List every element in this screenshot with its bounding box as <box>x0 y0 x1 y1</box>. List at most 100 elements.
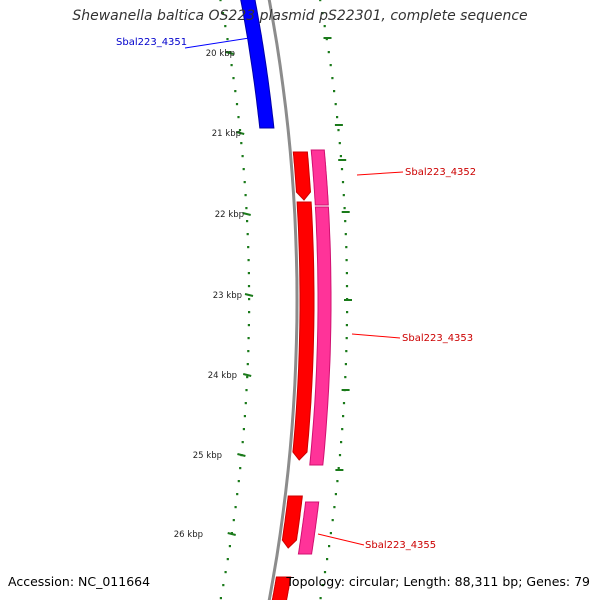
gc-dot <box>321 584 324 587</box>
gc-dot <box>248 298 251 301</box>
gene-label-sbal223-4353[interactable]: Sbal223_4353 <box>402 333 473 344</box>
gc-dot <box>247 259 250 262</box>
gc-dot <box>226 558 229 561</box>
gc-dot <box>321 12 324 15</box>
gc-dot <box>331 519 334 522</box>
tick-label: 22 kbp <box>215 210 244 220</box>
gc-dot <box>241 155 244 158</box>
gene-arc-sbal223-4353 <box>292 201 315 461</box>
gc-dot <box>247 246 250 249</box>
gc-dot <box>242 428 245 431</box>
scale-tick <box>225 51 234 55</box>
scale-tick <box>237 453 246 457</box>
gc-dot <box>345 337 348 340</box>
feature-arcs <box>240 0 332 600</box>
gc-dot <box>245 207 248 210</box>
leader-line-sbal223-4351 <box>184 35 263 49</box>
gc-dot <box>246 363 249 366</box>
gc-dot <box>342 194 345 197</box>
gc-dot <box>228 545 231 548</box>
tick-label: 24 kbp <box>208 371 237 381</box>
gc-dot <box>344 376 347 379</box>
gc-dot <box>245 389 248 392</box>
gc-dot <box>345 350 348 353</box>
scale-ticks <box>225 51 254 536</box>
gc-dot <box>345 259 348 262</box>
gc-dot <box>319 0 322 2</box>
gc-dot <box>342 402 346 405</box>
feature-arc-sbal223-4353 <box>309 206 332 466</box>
gc-dot <box>230 64 233 67</box>
gc-dot <box>234 90 237 93</box>
tick-label: 21 kbp <box>212 129 241 139</box>
gc-dot <box>334 493 337 496</box>
gc-dot <box>342 415 345 418</box>
gc-dot <box>325 38 328 41</box>
gc-dot <box>334 103 337 106</box>
gc-dot <box>219 597 222 600</box>
gc-dot <box>221 12 225 15</box>
gc-dot <box>323 25 326 28</box>
gc-dot <box>344 363 347 366</box>
gc-dot <box>237 116 240 119</box>
gc-dot <box>247 324 250 327</box>
gc-dot <box>232 519 235 522</box>
gc-dot <box>232 77 235 80</box>
gc-dot <box>339 155 342 158</box>
gc-dot <box>327 51 330 54</box>
gc-dot <box>345 246 348 249</box>
gc-dot <box>243 181 246 184</box>
gc-dot <box>241 441 244 444</box>
gc-dot <box>219 0 222 2</box>
gc-dot <box>247 337 250 340</box>
gc-dot <box>323 571 327 574</box>
gc-dot <box>344 220 347 223</box>
gc-dot <box>243 415 246 418</box>
gc-dot <box>246 220 249 223</box>
gene-label-sbal223-4352[interactable]: Sbal223_4352 <box>405 167 476 178</box>
gc-dot <box>244 194 247 197</box>
scale-tick <box>244 293 254 297</box>
gc-dot <box>244 402 247 405</box>
map-title: Shewanella baltica OS223 plasmid pS22301… <box>72 8 528 24</box>
scale-tick <box>227 532 236 536</box>
gc-dot <box>340 441 343 444</box>
feature-arc-sbal223-4355 <box>297 501 320 555</box>
gene-label-sbal223-4351[interactable]: Sbal223_4351 <box>116 37 187 48</box>
gene-label-sbal223-4355[interactable]: Sbal223_4355 <box>365 540 436 551</box>
leader-line-sbal223-4355 <box>317 533 365 546</box>
gc-dot <box>343 207 346 210</box>
tick-label: 23 kbp <box>213 291 242 301</box>
gc-dot <box>247 272 250 275</box>
tick-label: 26 kbp <box>174 530 203 540</box>
gc-dot <box>345 272 348 275</box>
gc-dot <box>234 506 237 509</box>
gc-dot <box>239 467 242 470</box>
gc-dot <box>224 25 227 28</box>
accession-text: Accession: NC_011664 <box>8 574 151 589</box>
gc-dot <box>247 350 250 353</box>
gc-dot <box>331 77 334 80</box>
gc-dot <box>333 506 336 509</box>
gc-dot <box>246 233 249 236</box>
gc-dot <box>235 103 239 106</box>
gc-dot <box>242 168 245 171</box>
gene-arc-sbal223-4351 <box>240 0 275 129</box>
gc-dot <box>240 142 243 145</box>
gc-dot <box>338 142 341 145</box>
gc-dot <box>224 571 227 574</box>
backbone-circle <box>267 0 299 600</box>
gc-dot <box>329 532 332 535</box>
gc-dot <box>341 181 345 184</box>
tick-label: 20 kbp <box>206 49 235 59</box>
gc-dot <box>248 311 251 314</box>
gc-dot <box>336 116 339 119</box>
gc-dot <box>238 129 242 132</box>
gc-dot <box>333 90 336 93</box>
gene-arc-sbal223-4355 <box>281 495 303 549</box>
feature-arc-sbal223-4352 <box>310 149 329 206</box>
gc-dot <box>319 597 322 600</box>
scale-tick <box>235 131 245 135</box>
